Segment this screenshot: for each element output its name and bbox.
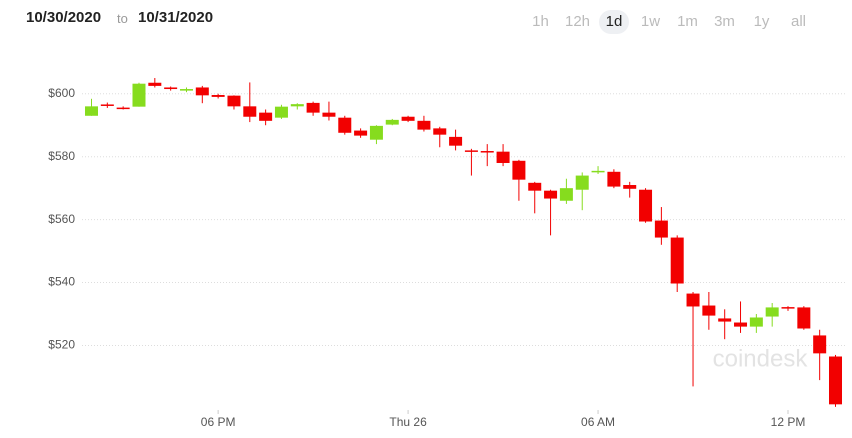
candle-body (164, 87, 178, 90)
candle-body (243, 106, 257, 117)
from-date: 10/30/2020 (26, 9, 102, 26)
range-button[interactable]: 3m (714, 13, 735, 30)
candle-body (84, 106, 98, 116)
candle-body (322, 112, 336, 117)
range-selector: 1h 12h 1d 1w 1m 3m 1y all (522, 10, 817, 34)
candle-body (227, 95, 241, 107)
candle-body (797, 307, 811, 329)
candle-body (369, 125, 383, 140)
range-button[interactable]: 1y (753, 13, 770, 30)
candle-body (813, 335, 827, 354)
candle-body (433, 128, 447, 135)
candle-body (354, 130, 368, 136)
candle-body (211, 95, 225, 97)
candle-body (718, 318, 732, 322)
candle-body (274, 106, 288, 118)
candle-body (290, 104, 304, 107)
watermark: coindesk (713, 345, 809, 372)
x-tick-label: 12 PM (771, 415, 806, 429)
candle-body (338, 117, 352, 133)
candle-body (306, 102, 320, 113)
candle-body (148, 82, 162, 86)
candle-body (781, 307, 795, 309)
candle-body (132, 83, 146, 107)
candle-body (749, 317, 763, 327)
to-date: 10/31/2020 (138, 9, 214, 26)
candle-body (401, 116, 415, 121)
candle-body (686, 293, 700, 307)
y-tick-label: $560 (48, 212, 75, 226)
range-button[interactable]: 1m (677, 13, 698, 30)
y-tick-label: $600 (48, 86, 75, 100)
candle-body (559, 188, 573, 201)
header: 10/30/2020 to 10/31/2020 1h 12h 1d 1w 1m 3m 1y… (0, 0, 852, 40)
candle-body (575, 175, 589, 190)
candle-body (449, 136, 463, 146)
range-button[interactable]: 1w (640, 13, 661, 30)
candle-body (670, 237, 684, 284)
y-tick-label: $580 (48, 149, 75, 163)
candle-body (512, 160, 526, 180)
range-button[interactable]: 1d (599, 10, 629, 34)
candle-body (179, 89, 193, 91)
candle-body (480, 151, 494, 153)
range-button[interactable]: all (790, 13, 806, 30)
y-tick-label: $540 (48, 275, 75, 289)
candle-body (464, 150, 478, 152)
candle-body (829, 356, 843, 405)
range-button[interactable]: 12h (564, 13, 591, 30)
candle-body (607, 171, 621, 187)
candle-body (528, 182, 542, 191)
candle-body (544, 190, 558, 199)
x-tick-label: 06 PM (201, 415, 236, 429)
y-tick-label: $520 (48, 338, 75, 352)
candle-body (496, 151, 510, 163)
candle-body (259, 112, 273, 121)
candle-body (654, 220, 668, 238)
candle-body (116, 107, 130, 110)
candle-body (591, 170, 605, 173)
range-button[interactable]: 1h (532, 13, 549, 30)
x-tick-label: Thu 26 (389, 415, 427, 429)
to-word: to (117, 11, 128, 26)
candle-body (765, 307, 779, 317)
candle-body (639, 189, 653, 222)
candle-body (195, 87, 209, 96)
x-tick-label: 06 AM (581, 415, 615, 429)
candle-body (734, 322, 748, 327)
candle-body (100, 104, 114, 106)
candle-body (702, 305, 716, 316)
candle-body (623, 185, 637, 189)
candle-body (385, 119, 399, 125)
candle-body (417, 120, 431, 130)
